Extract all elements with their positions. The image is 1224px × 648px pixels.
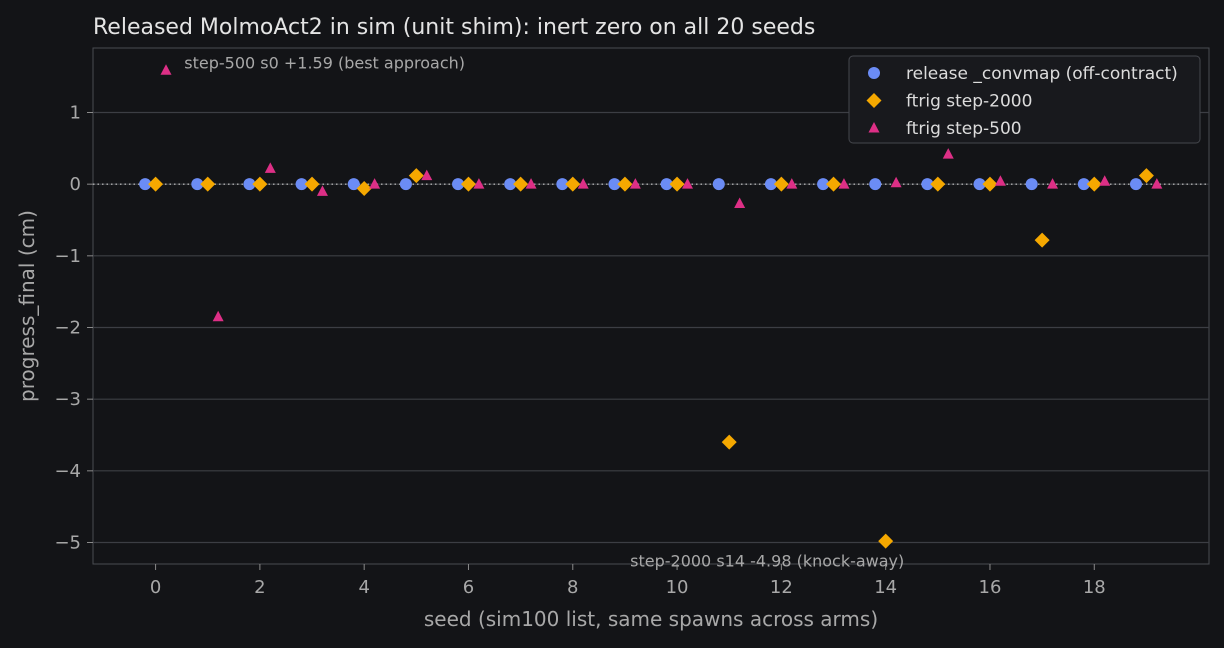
data-point <box>452 178 465 191</box>
data-point <box>504 178 517 191</box>
data-point <box>826 176 842 192</box>
x-tick-label: 16 <box>979 577 1002 598</box>
data-point <box>942 148 954 159</box>
data-point <box>369 178 381 189</box>
data-point <box>200 176 216 192</box>
data-point <box>408 168 424 184</box>
data-point <box>1025 178 1038 191</box>
x-tick-label: 12 <box>770 577 793 598</box>
data-point <box>356 180 372 196</box>
data-point <box>617 176 633 192</box>
data-point <box>347 178 360 191</box>
x-axis-label: seed (sim100 list, same spawns across ar… <box>424 607 878 631</box>
legend-marker <box>866 93 882 108</box>
legend-label: release _convmap (off-contract) <box>906 64 1178 84</box>
y-tick-label: 1 <box>70 103 81 124</box>
y-tick-label: −5 <box>54 533 81 554</box>
annotation-label: step-500 s0 +1.59 (best approach) <box>184 53 465 72</box>
data-point <box>982 176 998 192</box>
data-point <box>565 176 581 192</box>
data-point <box>786 178 798 189</box>
data-point <box>460 176 476 192</box>
y-tick-label: −1 <box>54 246 81 267</box>
x-tick-label: 10 <box>666 577 689 598</box>
annotation-label: step-2000 s14 -4.98 (knock-away) <box>630 551 904 570</box>
y-ticks: 1 0 −1 −2 −3 −4 −5 <box>54 103 93 554</box>
data-point <box>994 175 1006 186</box>
x-tick-label: 2 <box>254 577 265 598</box>
data-point <box>577 178 589 189</box>
plot-area <box>92 47 1210 565</box>
data-point <box>838 178 850 189</box>
data-point <box>1034 232 1050 248</box>
data-point <box>191 178 204 191</box>
data-point <box>473 178 485 189</box>
data-point <box>295 178 308 191</box>
y-axis-label: progress_final (cm) <box>15 210 39 402</box>
x-tick-label: 8 <box>567 577 578 598</box>
legend-box <box>848 55 1201 144</box>
data-point <box>212 310 224 322</box>
data-point <box>304 176 320 192</box>
data-point <box>252 176 268 192</box>
data-point <box>243 178 256 191</box>
data-point <box>556 178 569 191</box>
y-tick-label: −4 <box>54 461 81 482</box>
data-point <box>669 176 685 192</box>
data-point <box>878 533 894 549</box>
chart-title: Released MolmoAct2 in sim (unit shim): i… <box>93 15 815 40</box>
data-point <box>525 178 537 189</box>
x-tick-label: 0 <box>150 577 161 598</box>
data-point <box>764 178 777 191</box>
data-point <box>930 176 946 192</box>
data-point <box>1151 178 1163 189</box>
data-point <box>869 178 882 191</box>
data-point <box>1129 178 1142 191</box>
legend: release _convmap (off-contract) ftrig ste… <box>848 55 1201 144</box>
data-point <box>660 178 673 191</box>
legend-label: ftrig step-500 <box>906 119 1022 139</box>
data-points <box>139 64 1163 549</box>
data-point <box>712 178 725 191</box>
data-point <box>734 197 746 209</box>
x-tick-label: 4 <box>358 577 369 598</box>
data-point <box>148 176 164 192</box>
grid-lines <box>93 111 1209 544</box>
data-point <box>721 434 737 450</box>
data-point <box>264 162 276 173</box>
data-point <box>608 178 621 191</box>
legend-label: ftrig step-2000 <box>906 92 1032 112</box>
data-point <box>316 185 328 196</box>
data-point <box>1099 175 1111 186</box>
data-point <box>773 176 789 192</box>
data-point <box>682 178 694 189</box>
data-point <box>973 178 986 191</box>
data-point <box>629 178 641 189</box>
data-point <box>1086 176 1102 192</box>
y-tick-label: 0 <box>70 174 81 195</box>
x-ticks: 0 2 4 6 8 10 12 14 16 18 <box>150 564 1106 598</box>
data-point <box>817 178 830 191</box>
legend-marker <box>868 122 880 133</box>
x-tick-label: 6 <box>463 577 474 598</box>
data-point <box>1138 168 1154 184</box>
data-point <box>139 178 152 191</box>
x-tick-label: 18 <box>1083 577 1106 598</box>
legend-marker <box>868 67 880 79</box>
data-point <box>1077 178 1090 191</box>
data-point <box>160 64 172 75</box>
data-point <box>921 178 934 191</box>
y-tick-label: −2 <box>54 318 81 339</box>
data-point <box>890 176 902 188</box>
data-point <box>421 169 433 181</box>
data-point <box>513 176 529 192</box>
annotations: step-500 s0 +1.59 (best approach) step-20… <box>184 53 904 570</box>
x-tick-label: 14 <box>874 577 897 598</box>
data-point <box>399 178 412 191</box>
data-point <box>1047 178 1059 189</box>
y-tick-label: −3 <box>54 389 81 410</box>
